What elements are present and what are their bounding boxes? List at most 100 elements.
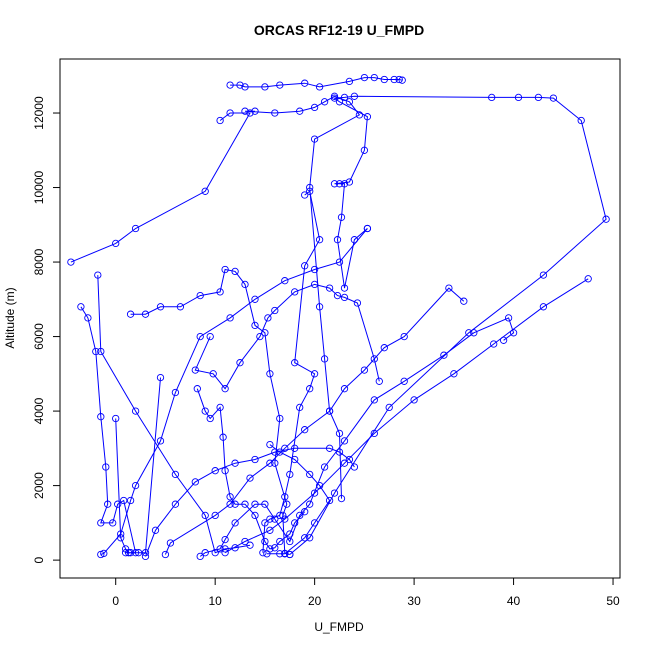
data-point — [226, 493, 234, 501]
series-track — [97, 224, 372, 559]
data-point — [370, 396, 378, 404]
data-point — [276, 550, 284, 558]
data-point — [283, 500, 291, 508]
data-point — [330, 92, 339, 100]
data-point — [191, 478, 199, 486]
data-point — [333, 236, 342, 244]
data-point — [221, 535, 229, 544]
data-point — [363, 113, 372, 121]
series-line — [70, 112, 251, 263]
data-point — [251, 511, 259, 520]
data-point — [97, 413, 105, 421]
data-point — [296, 511, 304, 520]
data-point — [355, 111, 364, 119]
data-point — [350, 463, 359, 471]
data-point — [577, 116, 585, 125]
data-point — [117, 534, 125, 542]
series-track — [263, 440, 334, 558]
data-point — [301, 191, 309, 199]
data-point — [114, 500, 122, 508]
data-point — [450, 370, 458, 378]
data-point — [335, 258, 344, 266]
y-tick-label: 10000 — [32, 171, 46, 205]
x-tick-label: 50 — [606, 594, 620, 608]
series-line — [230, 77, 403, 88]
data-point — [176, 303, 185, 311]
series-track — [286, 92, 610, 559]
series-line — [164, 287, 465, 555]
data-point — [325, 444, 334, 452]
data-point — [231, 267, 239, 276]
data-point — [276, 414, 284, 423]
data-point — [271, 515, 279, 523]
data-point — [445, 284, 453, 292]
data-point — [315, 481, 324, 490]
data-point — [211, 511, 219, 520]
data-point — [340, 459, 349, 467]
data-point — [94, 271, 102, 279]
data-point — [345, 77, 354, 86]
data-point — [271, 544, 279, 552]
data-point — [236, 359, 244, 367]
data-point — [315, 303, 324, 311]
data-point — [216, 403, 224, 412]
data-point — [296, 107, 304, 115]
data-point — [400, 332, 408, 341]
data-point — [315, 236, 324, 244]
data-point — [310, 489, 319, 497]
data-point — [261, 83, 269, 91]
series-line — [80, 306, 137, 554]
data-point — [216, 545, 224, 553]
data-point — [281, 515, 289, 523]
data-point — [201, 511, 209, 520]
data-point — [231, 459, 239, 467]
data-point — [251, 500, 259, 508]
data-point — [360, 146, 369, 154]
data-point — [281, 550, 289, 558]
data-point — [104, 500, 112, 508]
data-point — [398, 76, 406, 84]
data-point — [296, 403, 304, 412]
data-point — [221, 549, 229, 557]
data-point — [315, 83, 324, 91]
data-point — [301, 262, 309, 270]
data-point — [221, 385, 229, 393]
data-point — [100, 549, 108, 558]
data-point — [251, 107, 259, 115]
data-point — [97, 347, 105, 356]
data-point — [231, 500, 239, 508]
data-point — [291, 455, 299, 464]
data-point — [306, 534, 314, 542]
series-track — [196, 314, 518, 561]
data-point — [460, 297, 468, 305]
series-line — [289, 95, 607, 555]
data-point — [353, 299, 362, 307]
data-point — [193, 385, 201, 393]
data-point — [126, 496, 135, 505]
data-point — [102, 463, 110, 471]
data-point — [266, 515, 274, 523]
y-tick-label: 2000 — [32, 472, 46, 499]
data-point — [375, 377, 383, 385]
data-point — [241, 107, 249, 115]
data-point — [156, 437, 165, 445]
data-point — [266, 440, 274, 449]
data-point — [120, 496, 128, 505]
data-point — [209, 370, 217, 378]
data-point — [126, 310, 135, 318]
data-point — [325, 284, 334, 292]
data-point — [340, 437, 349, 445]
data-point — [340, 293, 349, 302]
data-point — [271, 448, 279, 456]
data-point — [276, 81, 284, 89]
series-track — [67, 109, 254, 266]
y-axis-label: Altitude (m) — [3, 287, 17, 348]
data-point — [196, 291, 204, 300]
data-point — [266, 459, 274, 467]
data-point — [504, 314, 513, 322]
data-point — [221, 265, 229, 274]
data-point — [514, 93, 523, 102]
data-point — [271, 109, 279, 117]
data-point — [251, 455, 259, 464]
data-point — [325, 496, 334, 505]
